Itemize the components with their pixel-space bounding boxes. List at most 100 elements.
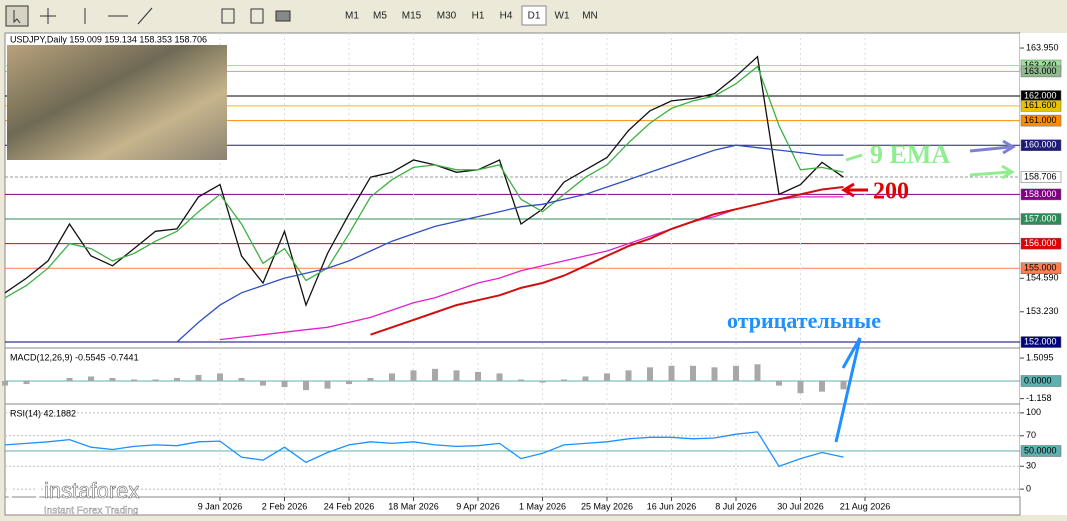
x-tick-label: 2 Feb 2026: [262, 501, 308, 511]
level-label: 161.600: [1024, 100, 1057, 110]
y-tick-label: 1.5095: [1026, 352, 1054, 362]
histogram-bar: [152, 379, 159, 382]
y-tick-label: 0: [1026, 484, 1031, 494]
level-label: 155.000: [1024, 263, 1057, 273]
level-box: [1020, 100, 1062, 112]
level-box: [1020, 445, 1062, 457]
timeframe-button[interactable]: [521, 5, 547, 26]
timeframe-label: D1: [528, 11, 541, 22]
histogram-bar: [690, 365, 696, 382]
price-axis: [1020, 33, 1067, 515]
level-box: [1020, 213, 1062, 225]
histogram-bar: [66, 377, 73, 382]
ema-annotation: 9 EMA: [870, 140, 950, 169]
annotation-arrows: [834, 139, 1016, 443]
level-box: [1020, 171, 1062, 183]
level-box: [1020, 375, 1062, 387]
level-box: [1020, 262, 1062, 274]
histogram-bar: [475, 371, 481, 382]
level-label: 157.000: [1024, 213, 1057, 223]
level-label: 50.0000: [1024, 445, 1057, 455]
x-tick-label: 18 Mar 2026: [388, 501, 439, 511]
timeframe-label: M30: [437, 11, 457, 22]
level-label: 161.000: [1024, 115, 1057, 125]
histogram-bar: [109, 377, 116, 382]
histogram-bar: [174, 377, 180, 382]
macd-title: MACD(12,26,9) -0.5545 -0.7441: [10, 352, 139, 362]
histogram-bar: [625, 370, 632, 382]
series-line: [4, 55, 844, 308]
timeframe-bar: M1 M5 M15 M30 H1 H4 D1 W1 MN: [345, 5, 598, 26]
timeframe-label: M1: [345, 11, 359, 22]
y-tick-label: 30: [1026, 461, 1036, 471]
x-tick-label: 30 Jul 2026: [777, 501, 824, 511]
level-label: 163.000: [1024, 66, 1057, 76]
timeframe-label: H1: [472, 11, 485, 22]
logo: instaforex Instant Forex Trading: [8, 478, 140, 517]
level-label: 160.000: [1024, 140, 1057, 150]
timeframe-label: W1: [555, 11, 570, 22]
timeframe-label: MN: [582, 11, 598, 22]
histogram-bar: [238, 377, 245, 382]
level-box: [1020, 114, 1062, 127]
histogram-bar: [539, 381, 546, 383]
histogram-bar: [496, 373, 503, 382]
logo-name: instaforex: [44, 478, 139, 503]
histogram-bar: [23, 381, 30, 385]
timeframe-label: M15: [402, 11, 422, 22]
histogram-bar: [840, 381, 847, 390]
ma200-annotation: 200: [873, 179, 909, 205]
y-tick-label: 163.950: [1026, 42, 1059, 52]
level-box: [1020, 188, 1062, 201]
histogram-bar: [582, 376, 589, 382]
logo-tagline: Instant Forex Trading: [44, 506, 139, 517]
histogram-bar: [819, 381, 825, 392]
level-label: 158.000: [1024, 189, 1057, 199]
x-tick-label: 25 May 2026: [581, 501, 633, 511]
level-box: [1020, 237, 1062, 250]
histogram-bar: [604, 373, 610, 382]
histogram-bar: [131, 379, 137, 382]
level-label: 152.000: [1024, 336, 1057, 346]
histogram-bar: [453, 370, 460, 382]
histogram-bar: [217, 373, 223, 382]
banknote-image: [7, 45, 227, 160]
histogram-bar: [776, 381, 782, 386]
level-label: 158.706: [1024, 171, 1057, 181]
y-tick-label: 100: [1026, 407, 1041, 417]
histogram-bar: [518, 379, 524, 382]
series-line: [4, 65, 844, 299]
level-box: [1020, 139, 1062, 151]
histogram-bar: [668, 365, 675, 382]
series-line: [176, 144, 844, 343]
series-line: [370, 186, 844, 336]
rsi-title: RSI(14) 42.1882: [10, 408, 76, 418]
histogram-bar: [754, 364, 761, 382]
x-tick-label: 24 Feb 2026: [324, 501, 375, 511]
x-tick-label: 1 May 2026: [519, 501, 566, 511]
histogram-bar: [324, 381, 331, 389]
timeframe-label: M5: [373, 11, 387, 22]
histogram-bar: [88, 376, 94, 382]
histogram-bar: [733, 365, 739, 382]
x-tick-label: 8 Jul 2026: [715, 501, 757, 511]
histogram-bar: [281, 381, 288, 388]
histogram-bar: [797, 381, 804, 394]
histogram-bar: [303, 381, 309, 391]
y-tick-label: 154.590: [1026, 273, 1059, 283]
y-tick-label: 153.230: [1026, 306, 1059, 316]
x-tick-label: 21 Aug 2026: [840, 501, 891, 511]
negative-annotation: отрицательные: [727, 308, 881, 333]
level-label: 163.240: [1024, 60, 1057, 70]
histogram-bar: [432, 368, 438, 382]
x-tick-label: 9 Apr 2026: [456, 501, 500, 511]
level-box: [1020, 65, 1062, 78]
histogram-bar: [367, 377, 374, 382]
series-line: [4, 431, 844, 468]
histogram-bar: [195, 374, 202, 382]
histogram-bar: [711, 367, 718, 382]
x-tick-label: 16 Jun 2026: [647, 501, 697, 511]
y-tick-label: -1.158: [1026, 393, 1052, 403]
